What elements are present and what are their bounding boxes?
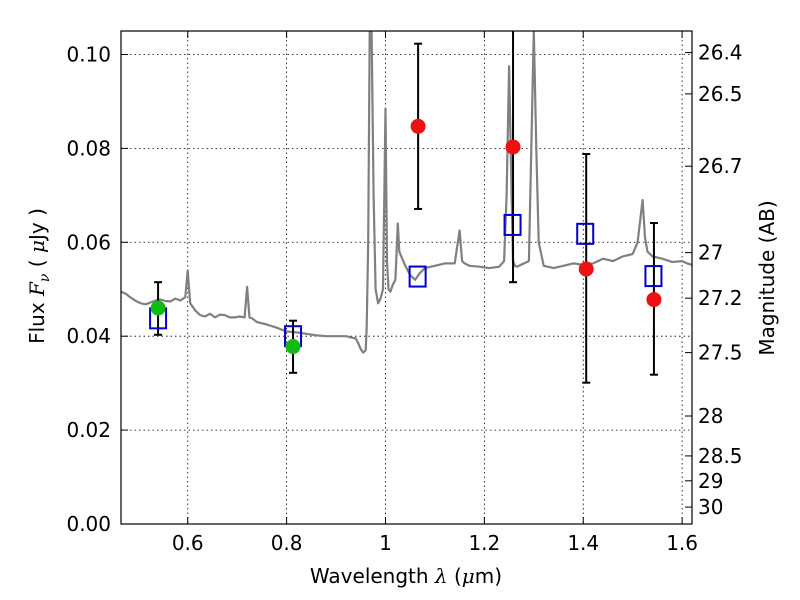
y-tick-label: 0.00 [66,512,111,536]
y-tick-label: 0.10 [66,42,111,66]
y2-tick-label: 28.5 [698,444,743,468]
template-spectrum-line [121,31,692,354]
y-tick-label: 0.02 [66,418,111,442]
y2-axis-label: Magnitude (AB) [755,200,779,355]
y2-tick-label: 26.7 [698,154,743,178]
nir-point [505,139,521,155]
y2-tick-label: 26.5 [698,82,743,106]
x-tick-label: 0.6 [172,531,204,555]
nir-point [646,292,662,308]
nir-point [410,118,426,134]
data-markers [149,31,663,384]
x-tick-label: 0.8 [271,531,303,555]
model-flux-box [408,265,427,288]
y2-tick-label: 29 [698,469,723,493]
y-axis-label: Flux Fν ( μJy ) [25,208,53,344]
y2-tick-label: 27.5 [698,341,743,365]
model-flux-box [503,213,522,236]
model-flux-box [576,222,595,245]
optical-point [150,300,166,316]
optical-point [285,339,301,355]
y2-tick-label: 28 [698,404,723,428]
x-axis-label: Wavelength λ (μm) [310,564,502,588]
y-axis-ticks: 0.00 0.02 0.04 0.06 0.08 0.10 [66,42,128,536]
template-spectrum [121,31,692,354]
y2-tick-label: 27.2 [698,286,743,310]
x-tick-label: 1 [379,531,392,555]
x-tick-label: 1.2 [468,531,500,555]
x-tick-label: 1.4 [567,531,599,555]
y-tick-label: 0.04 [66,324,111,348]
x-axis-ticks: 0.6 0.8 1 1.2 1.4 1.6 [172,31,698,555]
y2-tick-label: 26.4 [698,41,743,65]
nir-point [578,261,594,277]
y-tick-label: 0.08 [66,136,111,160]
x-tick-label: 1.6 [666,531,698,555]
plot-frame [120,30,693,525]
model-flux-box [644,265,663,288]
y2-tick-label: 27 [698,241,723,265]
y2-tick-label: 30 [698,495,723,519]
y-tick-label: 0.06 [66,230,111,254]
